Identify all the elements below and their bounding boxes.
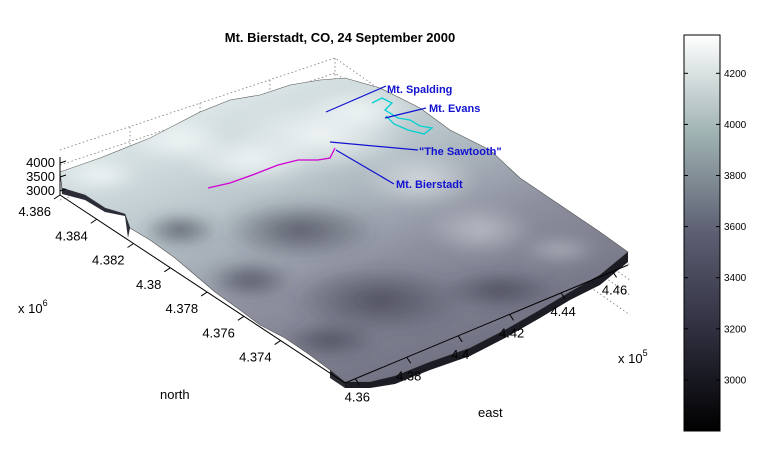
colorbar-gradient-bar [683, 34, 721, 432]
x-tick-mark [406, 356, 412, 364]
y-exponent-label: x 106 [18, 298, 48, 316]
z-tick-mark [59, 160, 67, 164]
colorbar-tick-label: 3000 [724, 375, 747, 386]
colorbar-tick-label: 3800 [724, 171, 747, 182]
annotation-mt-spalding: Mt. Spalding [387, 84, 452, 96]
x-tick-mark [457, 335, 463, 343]
z-tick-label: 3500 [26, 169, 55, 184]
y-tick-label: 4.376 [202, 325, 235, 340]
colorbar-tick-label: 4000 [724, 120, 747, 131]
x-tick-label: 4.38 [396, 368, 421, 383]
colorbar-tick-label: 3400 [724, 273, 747, 284]
x-tick-label: 4.46 [602, 282, 627, 297]
x-tick-label: 4.42 [499, 325, 524, 340]
annotation-lines [325, 85, 427, 185]
annotation-mt-evans: Mt. Evans [429, 103, 480, 115]
x-tick-label: 4.4 [451, 347, 469, 362]
colorbar: 4200 4000 3800 3600 3400 3200 3000 [683, 34, 747, 432]
trace-cyan [371, 97, 434, 135]
colorbar-tick-label: 3200 [724, 324, 747, 335]
y-tick-label: 4.382 [92, 253, 125, 268]
x-exponent-label: x 105 [618, 348, 648, 366]
x-tick-mark [354, 378, 360, 385]
z-tick-label: 4000 [26, 155, 55, 170]
y-tick-mark [127, 243, 134, 248]
chart-title: Mt. Bierstadt, CO, 24 September 2000 [225, 30, 455, 45]
y-tick-mark [200, 291, 208, 297]
z-tick-label: 3000 [26, 183, 55, 198]
x-tick-label: 4.36 [345, 390, 370, 405]
x-axis-label: east [478, 405, 503, 420]
z-tick-mark [59, 174, 67, 178]
y-tick-mark [237, 315, 245, 321]
terrain-surface [59, 77, 629, 388]
y-tick-mark [274, 340, 281, 345]
colorbar-tick-label: 3600 [724, 222, 747, 233]
x-tick-label: 4.44 [550, 304, 575, 319]
x-tick-mark [509, 314, 515, 321]
y-tick-label: 4.386 [18, 204, 51, 219]
annotation-the-sawtooth: "The Sawtooth" [419, 146, 502, 158]
y-tick-label: 4.378 [166, 301, 199, 316]
x-tick-mark [612, 271, 617, 278]
y-axis-label: north [160, 387, 190, 402]
colorbar-tick-label: 4200 [724, 69, 747, 80]
colorbar-ticks: 4200 4000 3800 3600 3400 3200 3000 [684, 69, 747, 386]
trace-magenta [207, 147, 336, 189]
y-tick-label: 4.38 [136, 277, 161, 292]
y-tick-mark [53, 194, 61, 200]
z-tick-mark [59, 188, 67, 192]
x-tick-mark [560, 292, 566, 300]
y-tick-mark [90, 218, 98, 224]
axes-lines [59, 157, 629, 384]
annotation-mt-bierstadt: Mt. Bierstadt [396, 179, 463, 191]
y-tick-label: 4.374 [239, 350, 272, 365]
x-axis-ticks: 4.36 4.38 4.4 4.42 4.44 4.46 [345, 271, 627, 405]
y-tick-label: 4.384 [55, 228, 88, 243]
y-tick-mark [164, 267, 171, 273]
